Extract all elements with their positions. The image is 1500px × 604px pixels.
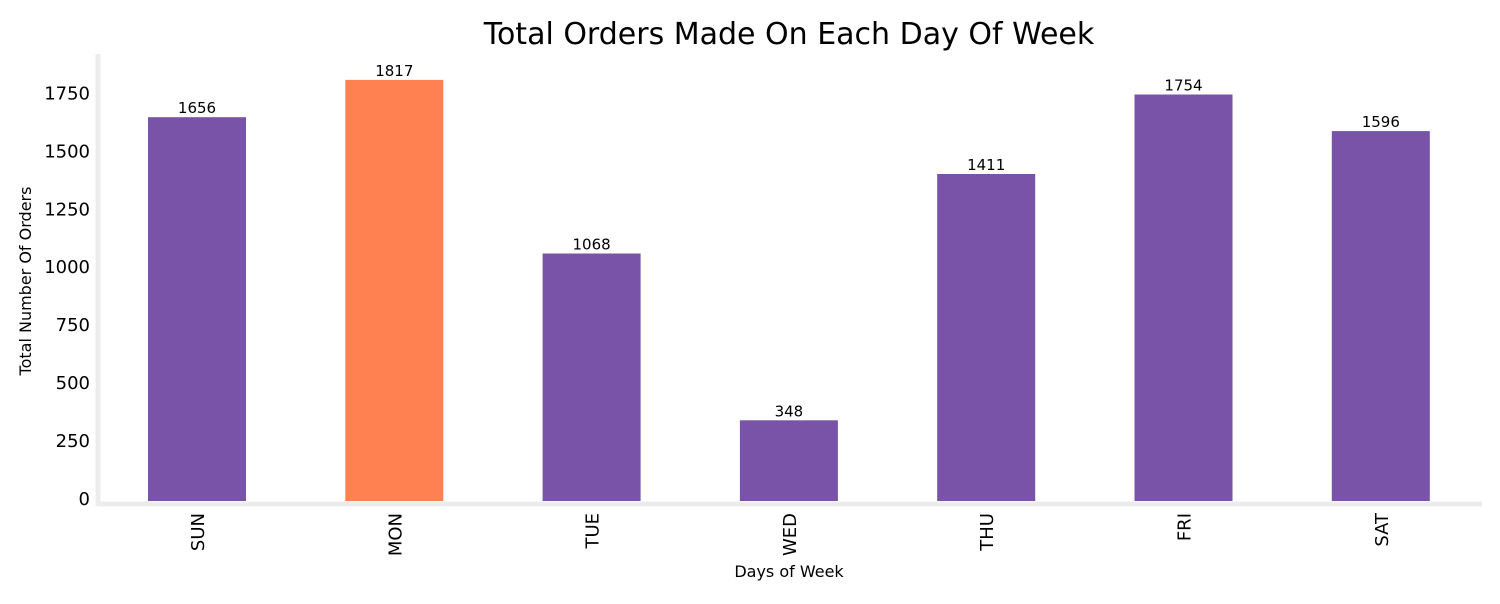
- y-tick-label: 1000: [44, 257, 90, 278]
- data-label: 1656: [178, 99, 216, 117]
- bar-wed: [739, 420, 838, 501]
- x-tick-label: MON: [385, 513, 406, 556]
- x-axis-label: Days of Week: [734, 562, 844, 581]
- plot-area: 0 250 500 750 1000 1250 1500 1750 1656 SUN 1817 MON…: [44, 54, 1482, 556]
- y-tick-label: 0: [79, 489, 90, 510]
- chart-title: Total Orders Made On Each Day Of Week: [483, 17, 1095, 52]
- y-tick-label: 500: [56, 373, 90, 394]
- data-label: 1068: [573, 236, 611, 254]
- data-label: 1754: [1164, 77, 1202, 95]
- x-tick-label: TUE: [583, 513, 604, 550]
- data-label: 1817: [375, 62, 413, 80]
- y-tick-label: 1250: [44, 199, 90, 220]
- bar-tue: [542, 253, 641, 501]
- y-tick-label: 250: [56, 431, 90, 452]
- x-tick-label: THU: [977, 513, 998, 552]
- x-tick-label: SAT: [1372, 512, 1393, 547]
- data-label: 1411: [967, 156, 1005, 174]
- data-label: 1596: [1362, 113, 1400, 131]
- x-tick-label: WED: [780, 513, 801, 556]
- y-tick-label: 1500: [44, 141, 90, 162]
- y-axis-label: Total Number Of Orders: [16, 187, 35, 377]
- x-tick-label: SUN: [188, 513, 209, 551]
- y-tick-label: 750: [56, 315, 90, 336]
- x-tick-label: FRI: [1175, 513, 1196, 541]
- bar-thu: [937, 174, 1036, 501]
- bar-sun: [148, 117, 246, 501]
- data-label: 348: [775, 402, 804, 420]
- bar-sat: [1331, 131, 1430, 501]
- bar-mon: [345, 79, 444, 502]
- y-tick-label: 1750: [44, 83, 90, 104]
- bar-fri: [1134, 94, 1233, 501]
